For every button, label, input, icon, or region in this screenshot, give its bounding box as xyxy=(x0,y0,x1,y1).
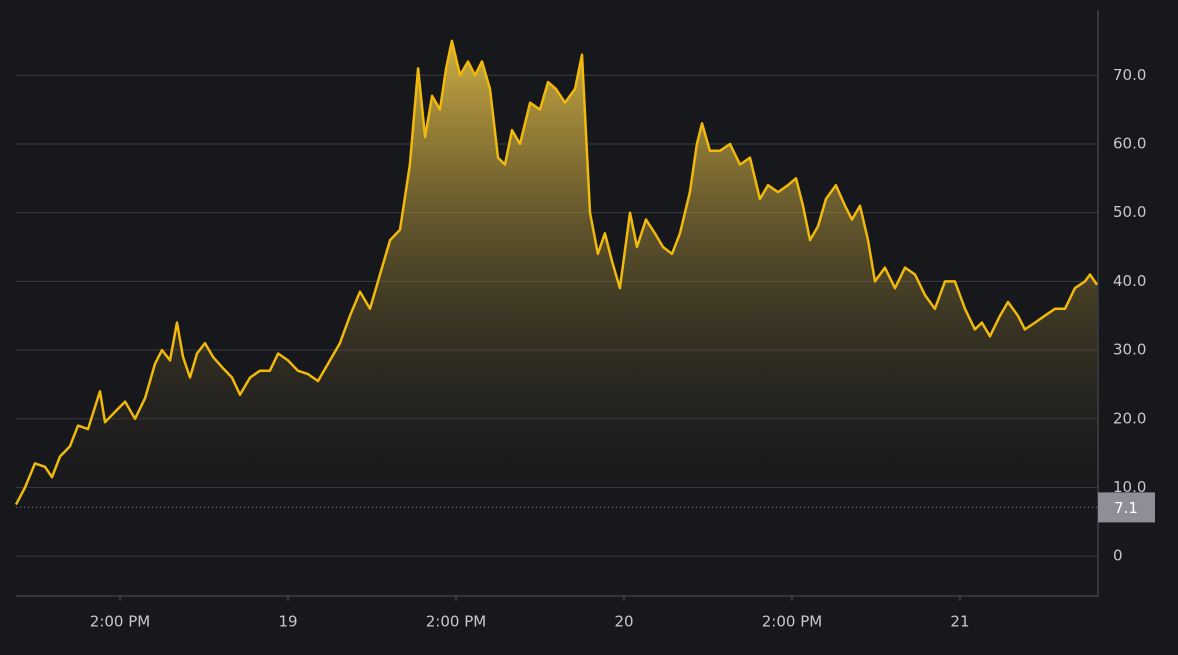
price-label: 7.1 xyxy=(1114,499,1138,517)
x-tick-label: 2:00 PM xyxy=(90,613,150,631)
x-tick-label: 19 xyxy=(278,613,297,631)
x-tick-label: 21 xyxy=(950,613,969,631)
area-fill xyxy=(16,40,1097,596)
y-tick-label: 10.0 xyxy=(1113,478,1146,496)
y-tick-label: 20.0 xyxy=(1113,409,1146,427)
y-tick-label: 50.0 xyxy=(1113,203,1146,221)
price-label-box xyxy=(1098,492,1155,523)
x-tick-label: 20 xyxy=(614,613,633,631)
y-tick-label: 30.0 xyxy=(1113,341,1146,359)
y-tick-label: 70.0 xyxy=(1113,66,1146,84)
y-tick-label: 0 xyxy=(1113,547,1123,565)
y-tick-label: 60.0 xyxy=(1113,134,1146,152)
y-tick-label: 40.0 xyxy=(1113,272,1146,290)
price-line xyxy=(14,39,1099,506)
x-tick-label: 2:00 PM xyxy=(762,613,822,631)
x-tick-label: 2:00 PM xyxy=(426,613,486,631)
